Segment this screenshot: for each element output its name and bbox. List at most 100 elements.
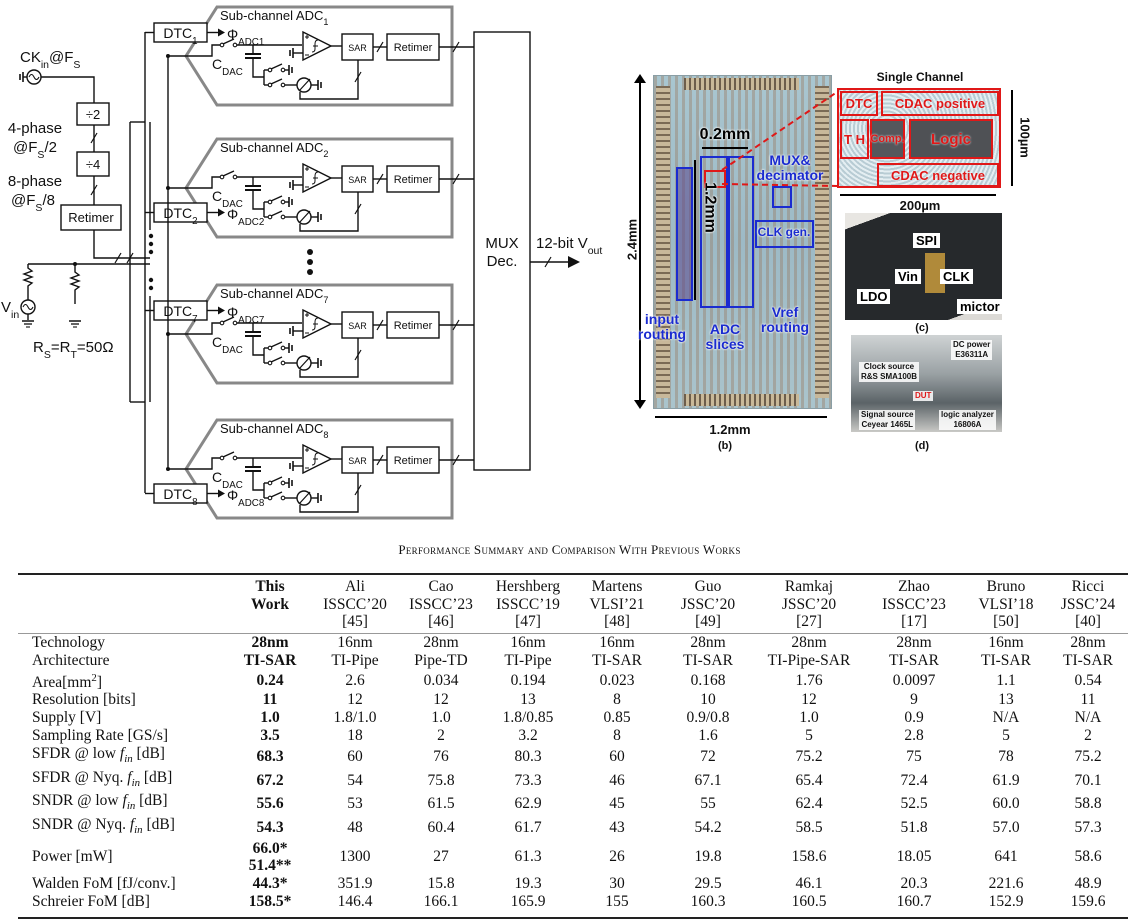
- table-cell: 46: [609, 771, 625, 789]
- table-header-row: This Work Ali ISSCC’20 [45] Cao ISSCC’23 [46] He…: [18, 574, 1128, 633]
- column-header: This Work: [228, 574, 312, 633]
- table-cell: 54.3: [256, 818, 284, 836]
- table-cell: 641: [994, 848, 1018, 866]
- bus-slash-icon: [452, 319, 460, 331]
- table-row: Schreier FoM [dB] 158.5* 146.4 166.1 165.9 15…: [18, 893, 1128, 918]
- sub-channel-outline: [184, 137, 454, 239]
- input-wire: [168, 322, 220, 335]
- mux-decimator-line2: decimator: [756, 167, 824, 183]
- arrow-head-down: [634, 400, 646, 409]
- table-cell: 75.2: [795, 748, 823, 766]
- table-cell: 48: [347, 818, 363, 836]
- column-header: Ali ISSCC’20 [45]: [312, 574, 398, 633]
- column-header-line: JSSC’20: [781, 595, 837, 613]
- switch-contact: [267, 199, 273, 205]
- column-header-line: ISSCC’19: [496, 595, 560, 613]
- ellipsis-dot: [148, 241, 154, 247]
- divide-by-4-label: ÷4: [86, 157, 100, 172]
- bus-slash-icon: [354, 71, 362, 83]
- table-cell: 28nm: [423, 633, 459, 651]
- clock-input-label: CKin@FS: [20, 49, 80, 71]
- table-cell: TI-SAR: [1063, 651, 1113, 669]
- setup-label-dut: DUT: [913, 391, 934, 401]
- row-label: Sampling Rate [GS/s]: [32, 727, 169, 745]
- column-header-line: Ricci: [1071, 578, 1105, 595]
- table-cell: 1.0: [799, 709, 819, 727]
- cdac-bottom-wire: [252, 58, 264, 78]
- table-cell: 65.4: [795, 771, 823, 789]
- column-header-line: VLSI’21: [589, 595, 645, 613]
- table-cell: 18: [347, 727, 363, 745]
- setup-label-dc-power: DC power E36311A: [951, 340, 993, 360]
- table-cell: Pipe-TD: [414, 651, 468, 669]
- table-cell: 54.2: [694, 818, 722, 836]
- column-header-line: JSSC’20: [680, 595, 736, 613]
- comparator-symbol-icon: [311, 171, 319, 185]
- die-height-arrow: [639, 78, 641, 404]
- column-header: Hershberg ISSCC’19 [47]: [484, 574, 572, 633]
- column-header-line: Bruno: [986, 578, 1026, 595]
- table-cell: 72: [700, 748, 716, 766]
- switch-icon: [270, 195, 283, 202]
- sub-channel-title: Sub-channel ADC2: [220, 140, 328, 159]
- table-cell: TI-SAR: [683, 651, 733, 669]
- clock-retimer-label: Retimer: [68, 210, 114, 225]
- dtc-label: DTC7: [163, 303, 197, 325]
- clk-gen-label: CLK gen.: [757, 225, 811, 239]
- table-cell: TI-SAR: [592, 651, 642, 669]
- table-cell: 46.1: [795, 874, 823, 892]
- table-cell: 1.0: [260, 709, 280, 727]
- row-label: Walden FoM [fJ/conv.]: [32, 874, 176, 892]
- column-header-line: Guo: [694, 578, 722, 595]
- table-cell: 78: [998, 748, 1014, 766]
- table-cell: 8: [613, 727, 621, 745]
- table-cell: 1.0: [431, 709, 451, 727]
- slice-width-label: 0.2mm: [699, 126, 751, 143]
- logic-analyzer-line1: logic analyzer: [941, 410, 994, 419]
- switch-contact: [267, 82, 273, 88]
- comparator-symbol-icon: [311, 317, 319, 331]
- table-cell: 0.54: [1074, 671, 1102, 689]
- table-cell: 0.9/0.8: [686, 709, 730, 727]
- table-cell: 53: [347, 795, 363, 813]
- table-cell: 60: [609, 748, 625, 766]
- junction-dot: [166, 467, 170, 471]
- table-cell: 1.6: [698, 727, 718, 745]
- sine-icon: [28, 73, 40, 81]
- switch-icon: [222, 316, 235, 323]
- table-row: Walden FoM [fJ/conv.] 44.3* 351.9 15.8 19.3 3…: [18, 875, 1128, 893]
- bus-slash-icon: [452, 41, 460, 53]
- divide-by-4-block: [76, 151, 110, 177]
- table-cell: 13: [998, 691, 1014, 709]
- table-cell: 155: [605, 892, 629, 910]
- table-row: SNDR @ low fin [dB] 55.6 53 61.5 62.9 45 55 62.…: [18, 792, 1128, 816]
- table-cell: 18.05: [896, 848, 932, 866]
- dtc-label: DTC1: [163, 25, 197, 47]
- table-cell: 51.8: [900, 818, 928, 836]
- column-header: Cao ISSCC’23 [46]: [398, 574, 484, 633]
- table-cell: TI-SAR: [981, 651, 1031, 669]
- sub-channel-adc-4: Sub-channel ADC8 SAR Retimer CDAC DTC8 ΦADC8: [145, 418, 474, 520]
- switch-icon: [222, 38, 235, 45]
- setup-label-logic-analyzer: logic analyzer 16806A: [939, 410, 996, 430]
- mux-decimator-block: [473, 31, 531, 471]
- cdac-bottom-wire: [252, 336, 264, 356]
- retimer-block: [386, 446, 440, 474]
- arrow-head-icon: [218, 306, 225, 315]
- row-label: Power [mW]: [32, 848, 113, 866]
- table-cell: 19.8: [694, 848, 722, 866]
- cdac-label: CDAC: [212, 188, 243, 210]
- table-cell: 44.3*: [252, 874, 288, 892]
- column-header: Guo JSSC’20 [49]: [662, 574, 754, 633]
- pcb-label-ldo: LDO: [857, 289, 891, 304]
- sar-logic-block: [341, 33, 374, 61]
- table-cell: TI-Pipe-SAR: [767, 651, 851, 669]
- sar-label: SAR: [348, 321, 367, 331]
- table-cell: 166.1: [423, 892, 459, 910]
- switch-contact: [219, 455, 225, 461]
- table-cell: 57.3: [1074, 818, 1102, 836]
- mux-label: MUX: [485, 235, 518, 252]
- retimer-label: Retimer: [394, 42, 433, 54]
- die-width-arrow: [655, 416, 827, 418]
